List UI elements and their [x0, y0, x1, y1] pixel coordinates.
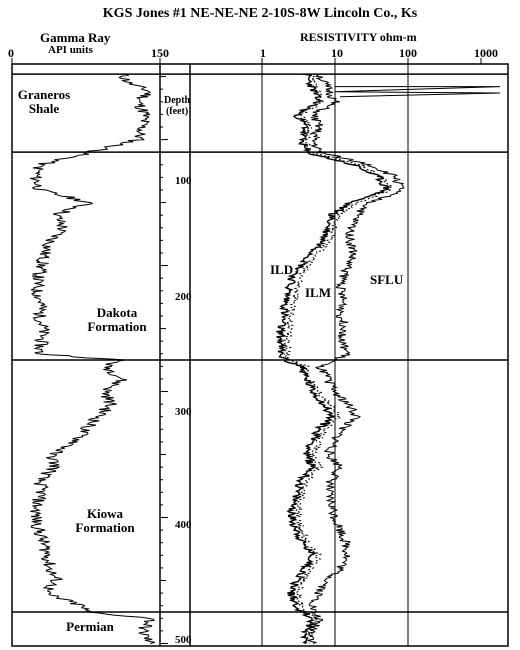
formation-graneros-line2: Shale [28, 101, 60, 116]
res-tick-100: 100 [399, 46, 417, 60]
resistivity-spike [334, 86, 501, 98]
formation-permian: Permian [50, 620, 130, 634]
formation-graneros-line1: Graneros [17, 87, 71, 102]
depth-header: Depth (feet) [164, 95, 190, 117]
gamma-min-tick: 0 [8, 46, 14, 60]
formation-kiowa-line2: Formation [75, 520, 135, 535]
formation-kiowa: Kiowa Formation [60, 507, 150, 535]
formation-dakota-line2: Formation [87, 319, 147, 334]
res-tick-10: 10 [331, 46, 343, 60]
formation-kiowa-line1: Kiowa [86, 506, 124, 521]
res-tick-1000: 1000 [474, 46, 498, 60]
resistivity-curve-ilm [282, 74, 394, 644]
resistivity-label: RESISTIVITY ohm-m [300, 30, 417, 44]
chart-title: KGS Jones #1 NE-NE-NE 2-10S-8W Lincoln C… [102, 6, 418, 21]
gamma-ray-curve [30, 73, 156, 644]
depth-label-100: 100 [175, 175, 192, 187]
gamma-max-tick: 150 [151, 46, 169, 60]
plot-frame [11, 63, 509, 647]
formation-permian-line1: Permian [66, 619, 114, 634]
depth-label-500: 500 [175, 634, 192, 646]
curve-label-ilm: ILM [305, 285, 331, 300]
formation-graneros: Graneros Shale [14, 88, 74, 116]
depth-label-200: 200 [175, 291, 192, 303]
formation-dakota-line1: Dakota [96, 305, 138, 320]
resistivity-curve-ild [276, 73, 392, 645]
gamma-units-label: API units [48, 44, 93, 56]
gamma-ray-label: Gamma Ray [40, 30, 111, 45]
curve-label-ild: ILD [270, 262, 294, 277]
res-tick-1: 1 [260, 46, 266, 60]
depth-header-line1: Depth [164, 95, 191, 106]
depth-label-300: 300 [175, 406, 192, 418]
formation-dakota: Dakota Formation [72, 306, 162, 334]
depth-header-line2: (feet) [165, 106, 189, 117]
curve-label-sflu: SFLU [370, 272, 404, 287]
depth-label-400: 400 [175, 519, 192, 531]
resistivity-curve-sflu [306, 73, 405, 644]
